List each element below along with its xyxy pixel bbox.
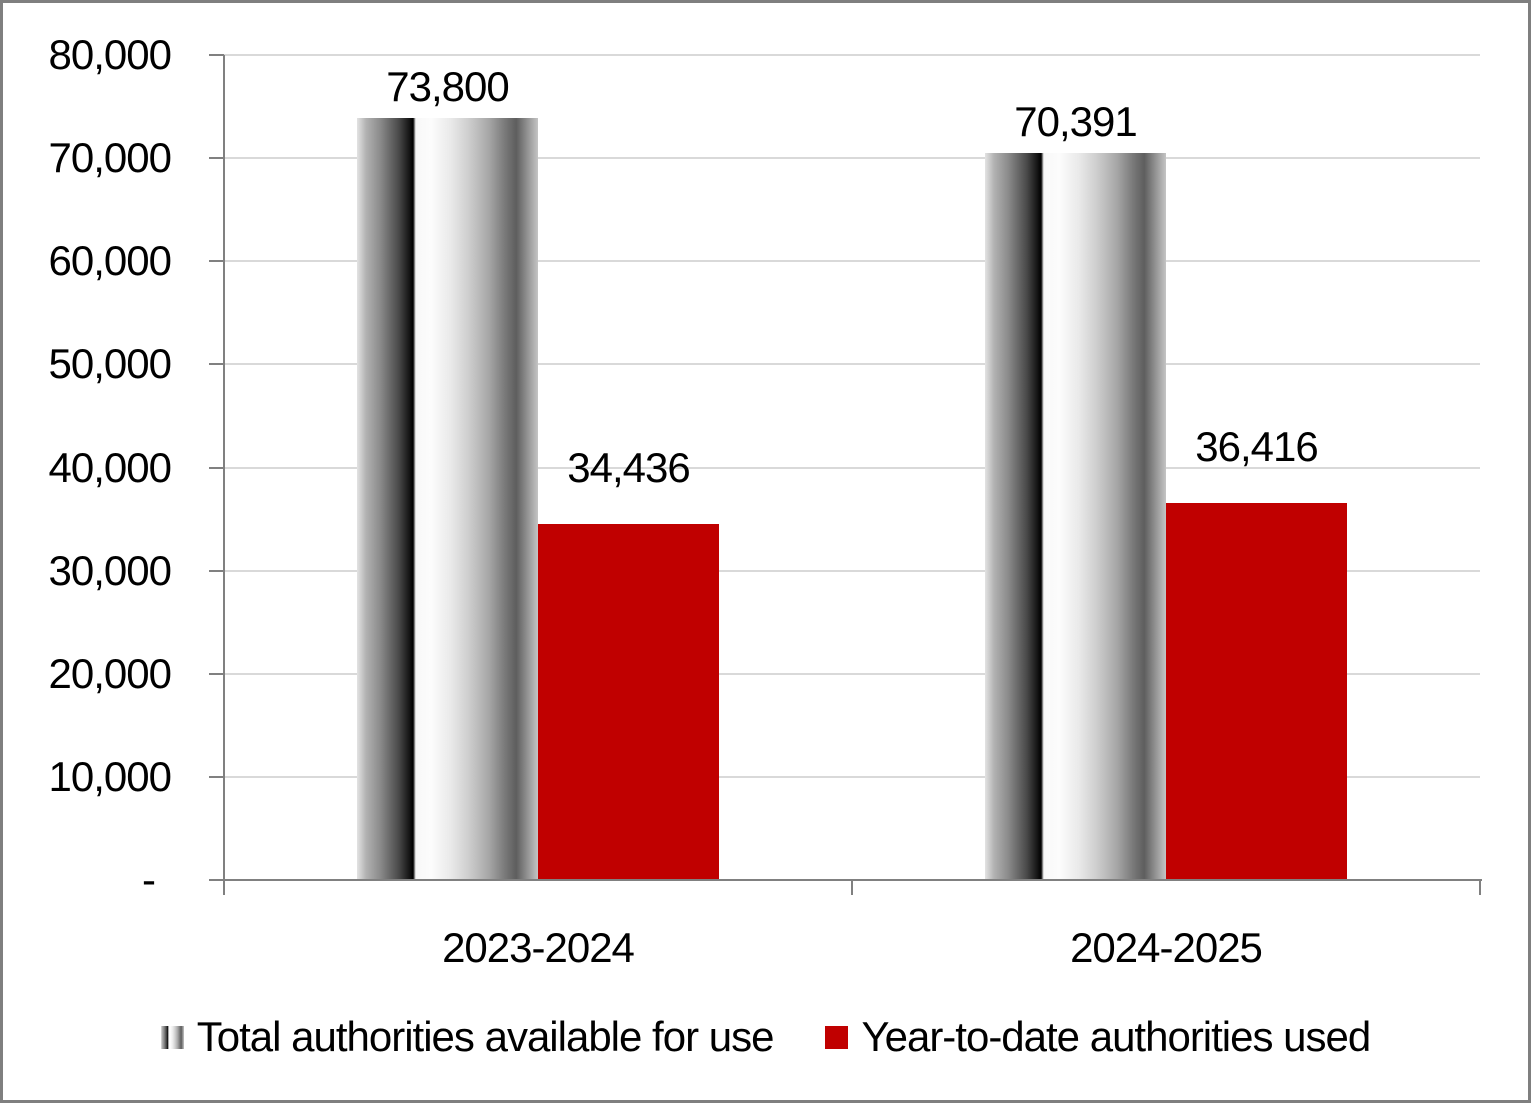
y-axis-tick-label: 30,000 bbox=[48, 546, 172, 594]
gridline bbox=[224, 775, 1480, 778]
y-axis-tick bbox=[209, 569, 224, 572]
y-axis-tick bbox=[209, 466, 224, 469]
x-axis-line bbox=[209, 879, 1482, 881]
y-axis-tick-label: 20,000 bbox=[48, 649, 172, 697]
y-axis-tick bbox=[209, 260, 224, 263]
data-label: 34,436 bbox=[567, 444, 690, 491]
y-axis-tick bbox=[209, 54, 224, 56]
gridline bbox=[224, 672, 1480, 675]
bar-series2-2024-2025 bbox=[1166, 503, 1347, 879]
legend: Total authorities available for use Year… bbox=[3, 1011, 1528, 1063]
y-axis-tick bbox=[209, 775, 224, 778]
y-axis-tick-label: 80,000 bbox=[48, 31, 172, 78]
legend-swatch-red-icon bbox=[825, 1025, 849, 1049]
x-axis-category-label: 2023-2024 bbox=[442, 924, 635, 971]
y-axis-tick-label: 50,000 bbox=[48, 340, 172, 388]
y-axis-tick-label: - bbox=[142, 856, 156, 903]
gridline bbox=[224, 260, 1480, 263]
legend-swatch-gray-cylinder-icon bbox=[160, 1025, 184, 1049]
legend-item-total-authorities: Total authorities available for use bbox=[160, 1013, 775, 1061]
y-axis-tick bbox=[209, 672, 224, 675]
legend-item-ytd-used: Year-to-date authorities used bbox=[825, 1013, 1371, 1061]
data-label: 70,391 bbox=[1014, 98, 1137, 145]
gridline bbox=[224, 54, 1480, 56]
y-axis-tick-label: 60,000 bbox=[48, 237, 172, 285]
bar-series1-2024-2025 bbox=[985, 153, 1166, 879]
y-axis-line bbox=[223, 55, 225, 895]
y-axis-tick bbox=[209, 363, 224, 366]
bar-series2-2023-2024 bbox=[538, 524, 719, 879]
x-axis-tick bbox=[851, 881, 853, 895]
legend-label-ytd-used: Year-to-date authorities used bbox=[861, 1013, 1371, 1060]
gridline bbox=[224, 157, 1480, 160]
data-label: 73,800 bbox=[386, 63, 509, 110]
y-axis-tick-label: 40,000 bbox=[48, 443, 172, 491]
x-axis-category-label: 2024-2025 bbox=[1070, 924, 1263, 971]
legend-label-total-authorities: Total authorities available for use bbox=[196, 1013, 775, 1060]
data-label: 36,416 bbox=[1195, 423, 1318, 470]
y-axis-tick-label: 10,000 bbox=[48, 752, 172, 800]
gridline bbox=[224, 363, 1480, 366]
gridline bbox=[224, 466, 1480, 469]
y-axis-tick-label: 70,000 bbox=[48, 134, 172, 182]
bar-series1-2023-2024 bbox=[357, 118, 538, 879]
x-axis-tick bbox=[1479, 881, 1481, 895]
y-axis-tick bbox=[209, 157, 224, 160]
gridline bbox=[224, 569, 1480, 572]
